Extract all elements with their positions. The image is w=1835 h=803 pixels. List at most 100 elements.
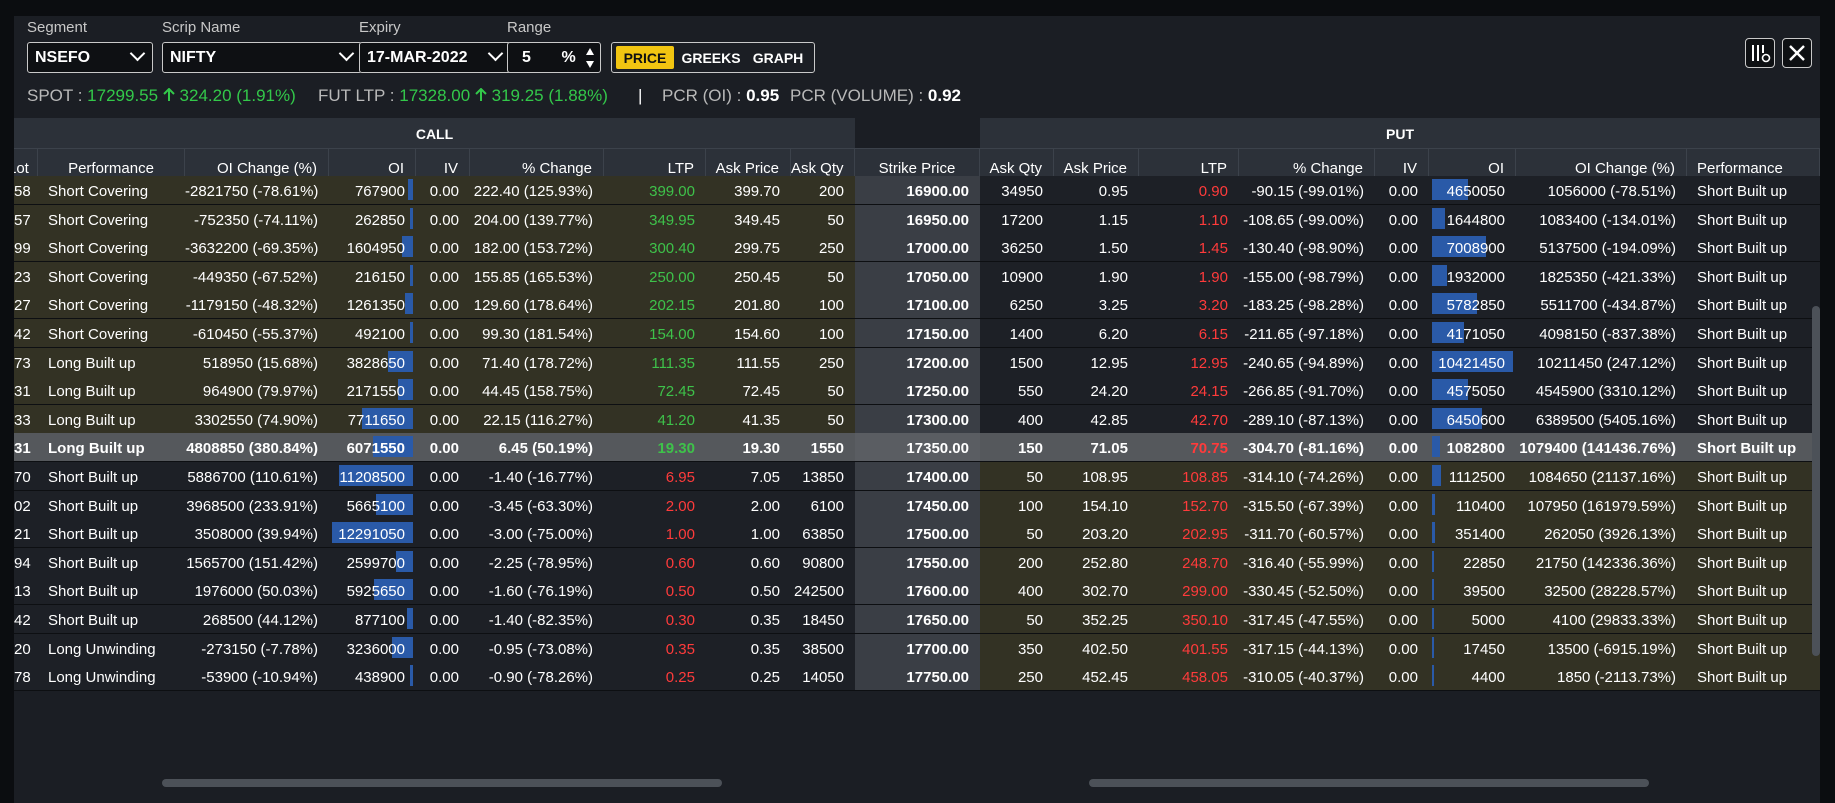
column-header[interactable]: LTP [1139, 149, 1239, 187]
close-button[interactable] [1782, 38, 1812, 68]
p-ltp-cell[interactable]: 1.90 [1139, 262, 1239, 290]
p-ltp-cell[interactable]: 6.15 [1139, 319, 1239, 347]
p-ask-cell[interactable]: 3.25 [1054, 290, 1139, 318]
p-ltp-cell[interactable]: 299.00 [1139, 576, 1239, 604]
p-ltp-cell[interactable]: 42.70 [1139, 405, 1239, 433]
expiry-select[interactable]: 17-MAR-2022 [359, 42, 511, 73]
c-ltp-cell[interactable]: 0.60 [604, 548, 706, 576]
table-row[interactable]: 13 Short Built up 1976000 (50.03%) 5925650 0… [14, 576, 1820, 605]
c-ltp-cell[interactable]: 19.30 [604, 433, 706, 461]
c-ask-cell[interactable]: 250.45 [706, 262, 791, 290]
call-horizontal-scrollbar[interactable] [162, 779, 722, 787]
put-horizontal-scrollbar[interactable] [1089, 779, 1649, 787]
c-ltp-cell[interactable]: 349.95 [604, 205, 706, 233]
p-ltp-cell[interactable]: 152.70 [1139, 491, 1239, 519]
column-header[interactable]: Performance [38, 149, 185, 187]
table-row[interactable]: 70 Short Built up 5886700 (110.61%) 1120850… [14, 462, 1820, 491]
column-header[interactable]: Ask Qty [791, 149, 855, 187]
settings-button[interactable] [1745, 38, 1775, 68]
column-header[interactable]: Lot [14, 149, 38, 187]
p-ask-cell[interactable]: 302.70 [1054, 576, 1139, 604]
p-ask-cell[interactable]: 1.50 [1054, 233, 1139, 261]
p-ltp-cell[interactable]: 350.10 [1139, 605, 1239, 633]
c-ltp-cell[interactable]: 399.00 [604, 176, 706, 204]
c-ask-cell[interactable]: 0.25 [706, 662, 791, 690]
table-row[interactable]: 58 Short Covering -2821750 (-78.61%) 767900… [14, 176, 1820, 205]
c-ltp-cell[interactable]: 1.00 [604, 519, 706, 547]
c-ask-cell[interactable]: 111.55 [706, 348, 791, 376]
p-ask-cell[interactable]: 6.20 [1054, 319, 1139, 347]
c-ask-cell[interactable]: 72.45 [706, 376, 791, 404]
p-ask-cell[interactable]: 203.20 [1054, 519, 1139, 547]
c-ltp-cell[interactable]: 111.35 [604, 348, 706, 376]
table-row[interactable]: 23 Short Covering -449350 (-67.52%) 216150 0… [14, 262, 1820, 291]
c-ask-cell[interactable]: 399.70 [706, 176, 791, 204]
c-ltp-cell[interactable]: 0.35 [604, 634, 706, 662]
table-row[interactable]: 33 Long Built up 3302550 (74.90%) 7711650 0.… [14, 405, 1820, 434]
p-ask-cell[interactable]: 1.15 [1054, 205, 1139, 233]
c-ask-cell[interactable]: 0.50 [706, 576, 791, 604]
p-ask-cell[interactable]: 71.05 [1054, 433, 1139, 461]
c-ask-cell[interactable]: 19.30 [706, 433, 791, 461]
c-ask-cell[interactable]: 2.00 [706, 491, 791, 519]
table-row[interactable]: 31 Long Built up 964900 (79.97%) 2171550 0.0… [14, 376, 1820, 405]
column-header[interactable]: OI [329, 149, 416, 187]
stepper-arrows-icon[interactable] [585, 47, 595, 69]
table-row[interactable]: 73 Long Built up 518950 (15.68%) 3828650 0.0… [14, 348, 1820, 377]
c-ltp-cell[interactable]: 0.25 [604, 662, 706, 690]
table-row[interactable]: 78 Long Unwinding -53900 (-10.94%) 438900 0.… [14, 662, 1820, 691]
c-ask-cell[interactable]: 41.35 [706, 405, 791, 433]
p-ask-cell[interactable]: 1.90 [1054, 262, 1139, 290]
p-ltp-cell[interactable]: 1.10 [1139, 205, 1239, 233]
vertical-scrollbar[interactable] [1812, 306, 1820, 656]
p-ask-cell[interactable]: 12.95 [1054, 348, 1139, 376]
column-header[interactable]: % Change [470, 149, 604, 187]
table-row[interactable]: 31 Long Built up 4808850 (380.84%) 6071550 0… [14, 433, 1820, 462]
p-ltp-cell[interactable]: 202.95 [1139, 519, 1239, 547]
c-ltp-cell[interactable]: 0.50 [604, 576, 706, 604]
p-ltp-cell[interactable]: 248.70 [1139, 548, 1239, 576]
c-ask-cell[interactable]: 299.75 [706, 233, 791, 261]
c-ask-cell[interactable]: 7.05 [706, 462, 791, 490]
p-ltp-cell[interactable]: 1.45 [1139, 233, 1239, 261]
scrip-select[interactable]: NIFTY [162, 42, 362, 73]
c-ltp-cell[interactable]: 0.30 [604, 605, 706, 633]
range-stepper[interactable]: 5 % [507, 42, 601, 73]
column-header[interactable]: Ask Qty [980, 149, 1054, 187]
c-ltp-cell[interactable]: 72.45 [604, 376, 706, 404]
p-ask-cell[interactable]: 24.20 [1054, 376, 1139, 404]
table-row[interactable]: 27 Short Covering -1179150 (-48.32%) 126135… [14, 290, 1820, 319]
p-ltp-cell[interactable]: 108.85 [1139, 462, 1239, 490]
column-header[interactable]: OI Change (%) [1516, 149, 1687, 187]
table-row[interactable]: 20 Long Unwinding -273150 (-7.78%) 3236000 0… [14, 634, 1820, 663]
c-ltp-cell[interactable]: 2.00 [604, 491, 706, 519]
c-ltp-cell[interactable]: 6.95 [604, 462, 706, 490]
table-row[interactable]: 99 Short Covering -3632200 (-69.35%) 160495… [14, 233, 1820, 262]
p-ask-cell[interactable]: 42.85 [1054, 405, 1139, 433]
table-row[interactable]: 57 Short Covering -752350 (-74.11%) 262850 0… [14, 205, 1820, 234]
p-ltp-cell[interactable]: 70.75 [1139, 433, 1239, 461]
segment-select[interactable]: NSEFO [27, 42, 153, 73]
column-header[interactable]: Ask Price [706, 149, 791, 187]
c-ask-cell[interactable]: 0.35 [706, 605, 791, 633]
column-header[interactable]: Performance [1687, 149, 1820, 187]
c-ltp-cell[interactable]: 300.40 [604, 233, 706, 261]
table-row[interactable]: 42 Short Covering -610450 (-55.37%) 492100 0… [14, 319, 1820, 348]
c-ask-cell[interactable]: 201.80 [706, 290, 791, 318]
c-ask-cell[interactable]: 1.00 [706, 519, 791, 547]
p-ltp-cell[interactable]: 458.05 [1139, 662, 1239, 690]
c-ltp-cell[interactable]: 250.00 [604, 262, 706, 290]
table-row[interactable]: 94 Short Built up 1565700 (151.42%) 2599700… [14, 548, 1820, 577]
column-header[interactable]: Ask Price [1054, 149, 1139, 187]
c-ask-cell[interactable]: 349.45 [706, 205, 791, 233]
c-ltp-cell[interactable]: 41.20 [604, 405, 706, 433]
p-ask-cell[interactable]: 402.50 [1054, 634, 1139, 662]
column-header[interactable]: Strike Price [855, 149, 980, 187]
column-header[interactable]: LTP [604, 149, 706, 187]
column-header[interactable]: % Change [1239, 149, 1375, 187]
table-row[interactable]: 21 Short Built up 3508000 (39.94%) 12291050… [14, 519, 1820, 548]
p-ask-cell[interactable]: 154.10 [1054, 491, 1139, 519]
p-ask-cell[interactable]: 252.80 [1054, 548, 1139, 576]
table-row[interactable]: 02 Short Built up 3968500 (233.91%) 5665100… [14, 491, 1820, 520]
c-ask-cell[interactable]: 154.60 [706, 319, 791, 347]
